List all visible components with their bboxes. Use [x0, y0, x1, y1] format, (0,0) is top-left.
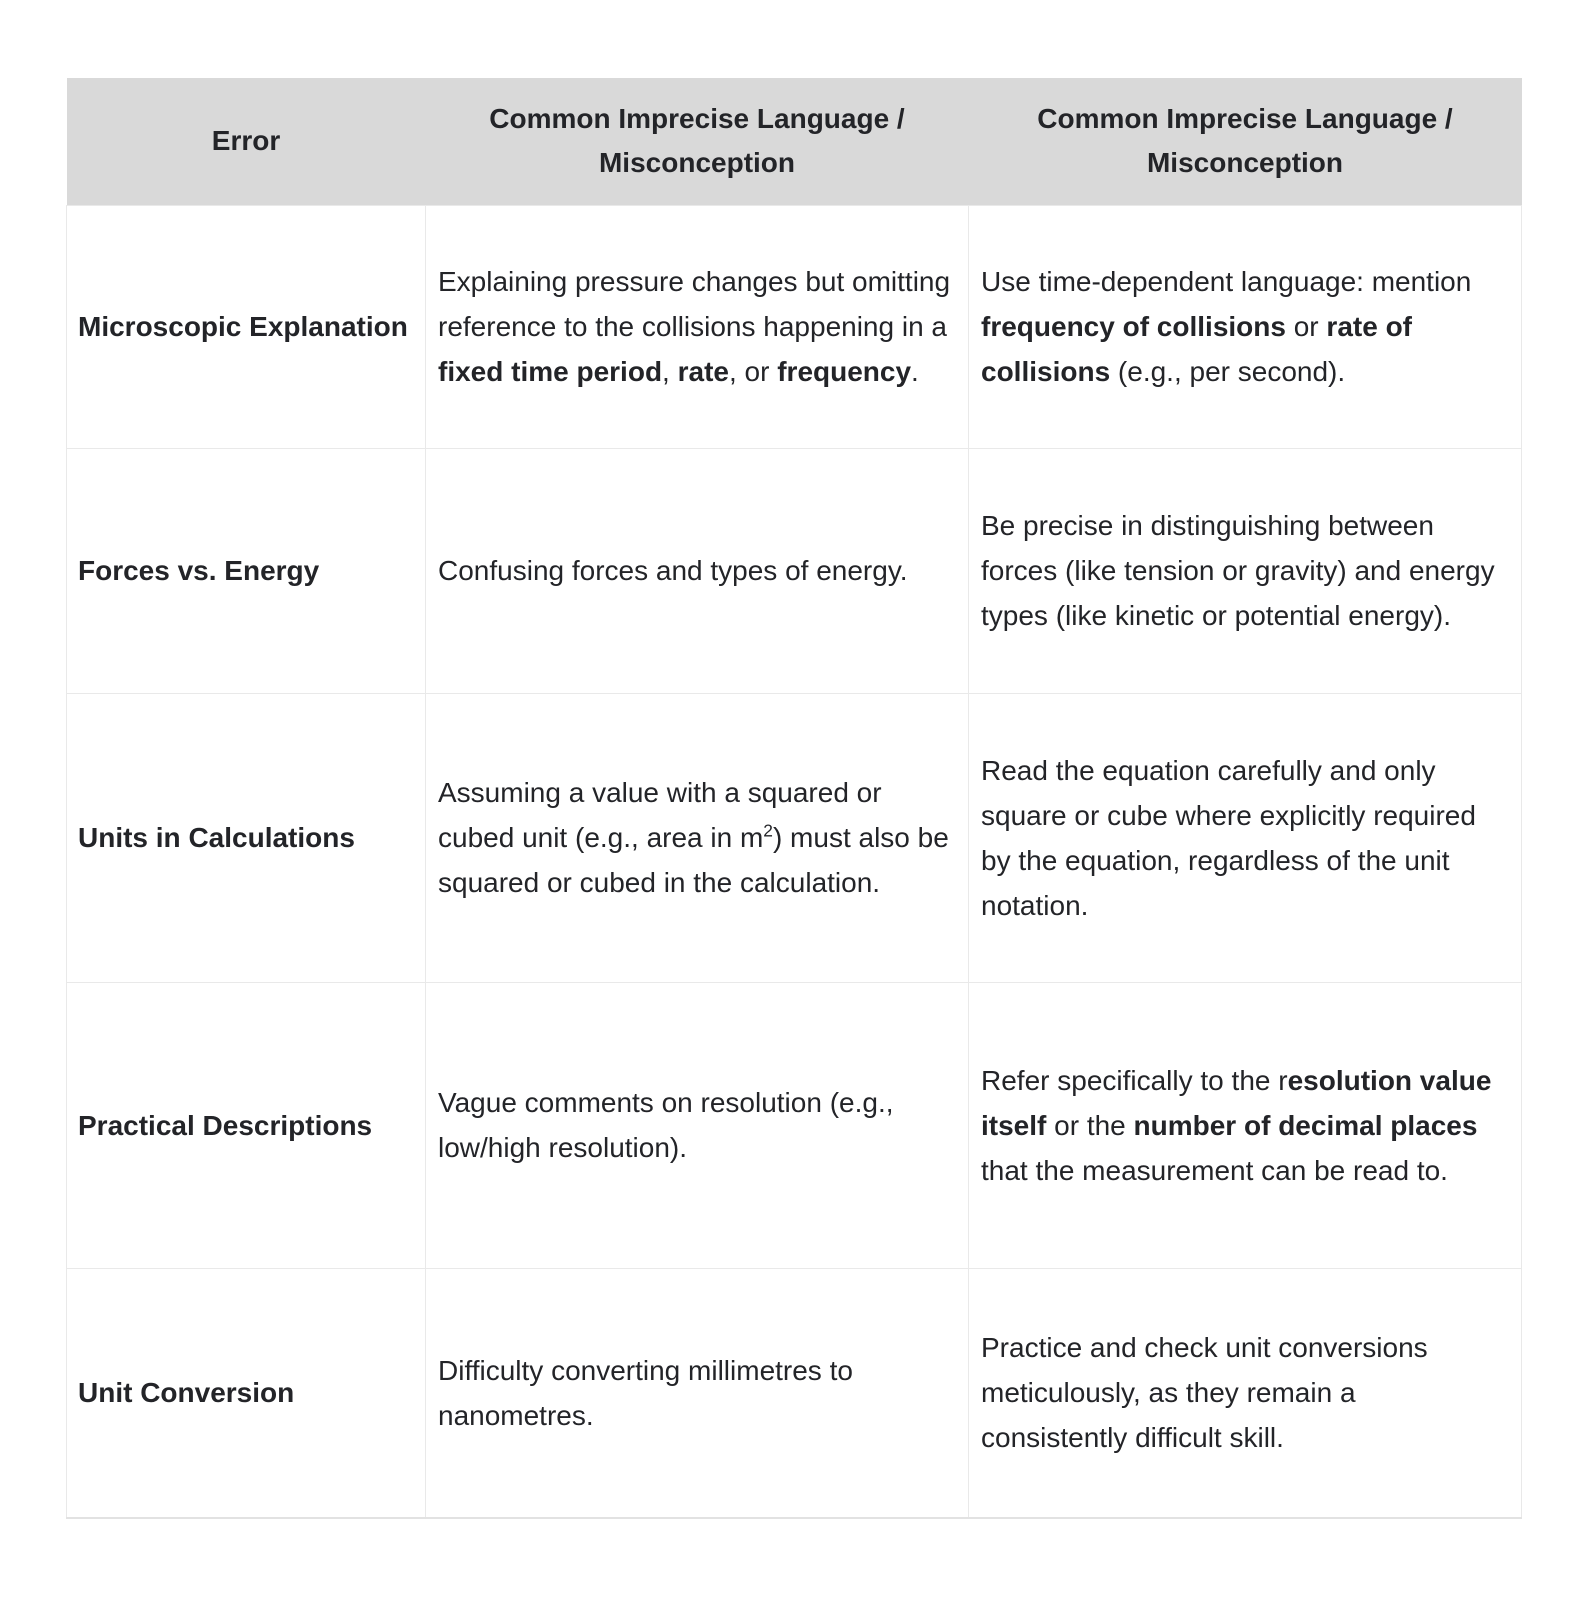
misconception-cell: Confusing forces and types of energy. [425, 447, 969, 694]
error-cell: Unit Conversion [66, 1267, 426, 1519]
text-segment: or [1285, 311, 1327, 342]
text-segment: ) must also be squared or cubed in the c… [438, 822, 949, 898]
text-segment: Refer specifically to the r [981, 1064, 1288, 1096]
text-segment: (e.g., per second). [1110, 356, 1346, 387]
text-segment: rate [677, 356, 729, 387]
text-segment: esolution value itself [981, 1064, 1492, 1141]
text-segment: Use time-dependent language: mention [981, 266, 1472, 297]
error-cell: Forces vs. Energy [66, 447, 426, 694]
text-segment: that the measurement can be read to. [981, 1154, 1448, 1186]
text-segment: Vague comments on resolution (e.g., low/… [438, 1087, 894, 1163]
text-segment: rate of collisions [981, 311, 1412, 387]
text-segment: Assuming a value with a squared or cubed… [438, 777, 882, 853]
text-segment: fixed time period [438, 356, 663, 387]
misconception-cell: Explaining pressure changes but omitting… [425, 204, 969, 449]
advice-cell: Use time-dependent language: mention fre… [968, 204, 1522, 449]
text-segment: , or [728, 356, 778, 387]
text-segment: , [662, 356, 678, 387]
text-segment: 2 [763, 820, 773, 841]
table-row-unit-conversion: Unit Conversion Difficulty converting mi… [66, 1267, 1522, 1519]
table-row-units-in-calculations: Units in Calculations Assuming a value w… [66, 692, 1522, 983]
text-segment: Read the equation carefully and only squ… [981, 754, 1476, 921]
text-segment: Practice and check unit conversions meti… [981, 1332, 1428, 1454]
text-segment: Confusing forces and types of energy. [438, 555, 908, 586]
text-segment: . [911, 356, 919, 387]
misconception-cell: Difficulty converting millimetres to nan… [425, 1267, 969, 1519]
advice-cell: Be precise in distinguishing between for… [968, 447, 1522, 694]
text-segment: frequency of collisions [981, 311, 1286, 342]
table-row-practical-descriptions: Practical Descriptions Vague comments on… [66, 981, 1522, 1269]
errors-misconceptions-table: Error Common Imprecise Language / Miscon… [66, 78, 1522, 1519]
misconception-cell: Assuming a value with a squared or cubed… [425, 692, 969, 983]
table-row-forces-vs-energy: Forces vs. Energy Confusing forces and t… [66, 447, 1522, 694]
advice-cell: Refer specifically to the resolution val… [968, 981, 1522, 1269]
error-cell: Practical Descriptions [66, 981, 426, 1269]
misconception-cell: Vague comments on resolution (e.g., low/… [425, 981, 969, 1269]
text-segment: Difficulty converting millimetres to nan… [438, 1354, 853, 1431]
header-common-imprecise-language-1: Common Imprecise Language / Misconceptio… [425, 78, 969, 205]
error-cell: Units in Calculations [66, 692, 426, 983]
header-error: Error [66, 78, 426, 205]
header-common-imprecise-language-2: Common Imprecise Language / Misconceptio… [968, 78, 1522, 205]
table-row-microscopic-explanation: Microscopic Explanation Explaining press… [66, 204, 1522, 449]
text-segment: number of decimal places [1133, 1109, 1478, 1141]
advice-cell: Read the equation carefully and only squ… [968, 692, 1522, 983]
text-segment: frequency [777, 356, 912, 387]
error-cell: Microscopic Explanation [66, 204, 426, 449]
text-segment: or the [1046, 1109, 1134, 1141]
advice-cell: Practice and check unit conversions meti… [968, 1267, 1522, 1519]
table-header-row: Error Common Imprecise Language / Miscon… [66, 78, 1522, 205]
text-segment: Explaining pressure changes but omitting… [438, 266, 951, 342]
text-segment: Be precise in distinguishing between for… [981, 510, 1495, 631]
